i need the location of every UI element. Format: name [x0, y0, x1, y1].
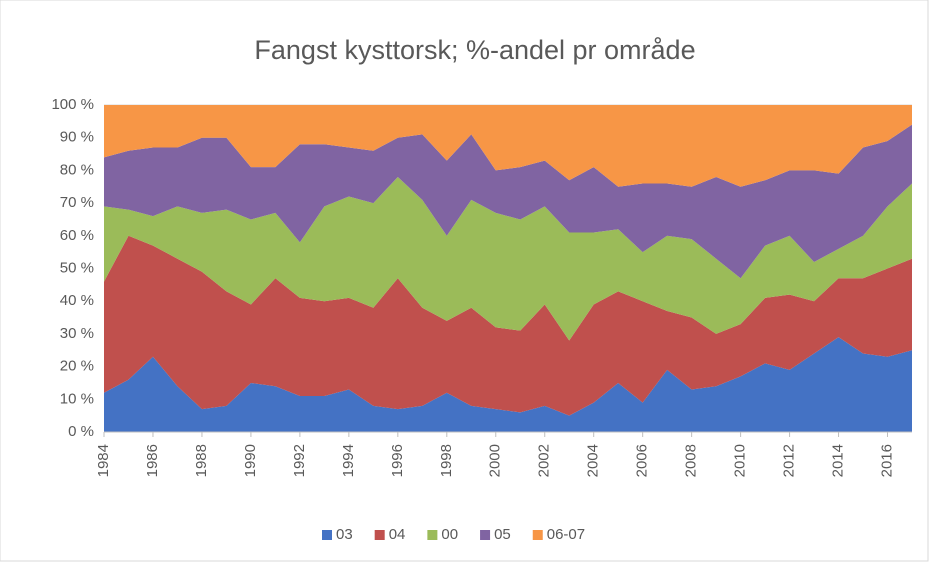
y-tick-label: 100 % — [51, 96, 94, 113]
y-tick-label: 80 % — [60, 161, 94, 178]
y-tick-label: 20 % — [60, 358, 94, 375]
area — [104, 176, 912, 341]
area — [104, 105, 912, 187]
y-tick-label: 40 % — [60, 292, 94, 309]
legend-item: 06-07 — [532, 526, 585, 543]
x-tick-label: 1996 — [389, 444, 406, 477]
legend-label: 04 — [389, 526, 406, 543]
legend-item: 05 — [480, 526, 511, 543]
x-tick-label: 2004 — [585, 444, 602, 477]
legend-swatch — [427, 530, 438, 540]
legend-swatch — [322, 530, 332, 540]
area — [104, 235, 912, 416]
x-tick-label: 1984 — [95, 444, 112, 477]
y-tick-label: 30 % — [60, 325, 94, 342]
x-tick-label: 1992 — [291, 444, 308, 477]
x-tick-label: 1988 — [193, 444, 210, 477]
y-tick-label: 70 % — [60, 194, 94, 211]
legend-label: 05 — [494, 526, 511, 543]
y-tick-label: 0 % — [68, 423, 94, 440]
x-tick-label: 2006 — [634, 444, 651, 477]
area — [104, 337, 912, 432]
x-tick-label: 1990 — [242, 444, 259, 477]
x-tick-label: 2016 — [878, 444, 895, 477]
x-tick-label: 2010 — [732, 444, 749, 477]
x-tick-label: 1998 — [438, 444, 455, 477]
x-tick-label: 2008 — [683, 444, 700, 477]
y-tick-label: 10 % — [60, 390, 94, 407]
y-tick-label: 60 % — [60, 227, 94, 244]
legend-swatch — [374, 530, 385, 540]
x-tick-label: 1986 — [144, 444, 161, 477]
x-tick-label: 2000 — [487, 444, 504, 477]
x-tick-label: 2012 — [781, 444, 798, 477]
y-tick-label: 50 % — [60, 259, 94, 276]
legend-swatch — [480, 530, 491, 540]
legend-item: 00 — [427, 526, 458, 543]
area — [104, 124, 912, 279]
legend-label: 03 — [336, 526, 353, 543]
x-tick-label: 2002 — [536, 444, 553, 477]
legend-item: 04 — [374, 526, 406, 543]
legend-label: 06-07 — [547, 526, 585, 543]
legend-label: 00 — [441, 526, 458, 543]
legend-swatch — [532, 530, 543, 540]
chart-title: Fangst kysttorsk; %-andel pr område — [254, 35, 695, 65]
y-tick-label: 90 % — [60, 129, 94, 146]
x-tick-label: 2014 — [830, 444, 847, 477]
x-tick-label: 1994 — [340, 444, 357, 477]
legend-item: 03 — [322, 526, 353, 543]
